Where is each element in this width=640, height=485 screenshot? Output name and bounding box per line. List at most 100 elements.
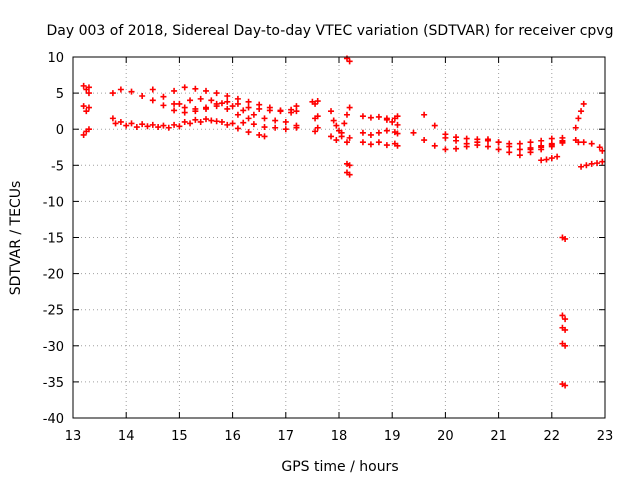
data-point	[516, 152, 523, 159]
data-point	[266, 104, 273, 111]
data-point	[580, 100, 587, 107]
data-point	[343, 111, 350, 118]
data-point	[234, 100, 241, 107]
data-point	[330, 117, 337, 124]
series-arc-25	[559, 312, 569, 333]
data-point	[383, 127, 390, 134]
data-point	[538, 137, 545, 144]
data-point	[234, 111, 241, 118]
data-point	[208, 97, 215, 104]
data-point	[261, 115, 268, 122]
data-point	[367, 141, 374, 148]
data-point	[288, 109, 295, 116]
data-point	[192, 85, 199, 92]
data-point	[527, 139, 534, 146]
data-point	[431, 142, 438, 149]
data-point	[203, 116, 209, 123]
data-point	[575, 139, 582, 146]
data-point	[272, 124, 279, 131]
data-point	[234, 125, 241, 132]
data-point	[328, 133, 335, 140]
series-arc-28	[572, 100, 587, 131]
series-arc-10	[309, 98, 321, 135]
data-point	[229, 120, 236, 127]
data-point	[572, 124, 579, 131]
data-point	[578, 163, 585, 170]
data-point	[80, 82, 87, 89]
data-point	[160, 122, 167, 129]
data-point	[580, 139, 587, 146]
data-point	[171, 100, 178, 107]
data-point	[453, 145, 460, 152]
data-point	[218, 100, 225, 107]
data-point	[123, 122, 130, 129]
data-point	[583, 162, 590, 169]
x-tick-label: 16	[224, 429, 241, 444]
series-arc-5	[109, 115, 268, 140]
data-point	[85, 90, 92, 97]
data-point	[543, 156, 550, 163]
data-point	[85, 104, 92, 111]
data-point	[224, 98, 231, 105]
y-tick-label: 10	[47, 51, 64, 66]
x-tick-label: 18	[331, 429, 348, 444]
data-point	[346, 104, 353, 111]
data-point	[203, 87, 209, 94]
data-point	[394, 142, 401, 149]
data-point	[197, 118, 204, 125]
data-point	[139, 121, 146, 128]
data-point	[548, 155, 555, 162]
x-tick-label: 15	[171, 429, 188, 444]
data-point	[192, 116, 199, 123]
data-point	[343, 169, 350, 176]
y-tick-label: -35	[43, 376, 64, 391]
data-point	[599, 158, 606, 165]
data-point	[578, 108, 585, 115]
data-point	[333, 137, 340, 144]
data-point	[367, 114, 374, 121]
data-point	[394, 121, 401, 128]
data-point	[359, 139, 366, 146]
data-point	[171, 87, 178, 94]
x-tick-label: 23	[597, 429, 614, 444]
data-point	[224, 105, 231, 112]
series-arc-24	[559, 234, 569, 242]
series-arc-17	[359, 139, 401, 149]
data-point	[224, 92, 231, 99]
data-point	[149, 97, 156, 104]
series-arc-16	[359, 127, 401, 138]
data-point	[213, 90, 220, 97]
data-point	[375, 113, 382, 120]
data-point	[240, 119, 247, 126]
series-arc-22	[527, 137, 566, 153]
data-point	[181, 118, 188, 125]
series-arc-26	[559, 340, 569, 349]
data-point	[314, 98, 321, 105]
data-point	[588, 160, 595, 167]
data-point	[548, 135, 555, 142]
data-point	[394, 130, 401, 137]
data-point	[575, 115, 582, 122]
data-point	[181, 109, 188, 116]
series-arc-27	[559, 381, 569, 389]
data-point	[208, 117, 215, 124]
data-point	[234, 95, 241, 102]
data-point	[495, 139, 502, 146]
data-point	[599, 147, 606, 154]
data-point	[516, 146, 523, 153]
data-point	[213, 100, 220, 107]
data-point	[367, 131, 374, 138]
data-point	[328, 108, 335, 115]
data-point	[272, 117, 279, 124]
x-tick-label: 21	[490, 429, 507, 444]
data-point	[176, 123, 183, 130]
data-point	[495, 146, 502, 153]
data-point	[562, 316, 569, 323]
series-arc-8	[171, 84, 300, 116]
data-point	[343, 139, 350, 146]
data-point	[256, 131, 263, 138]
data-point	[506, 149, 513, 156]
data-point	[338, 133, 345, 140]
data-point	[394, 113, 401, 120]
